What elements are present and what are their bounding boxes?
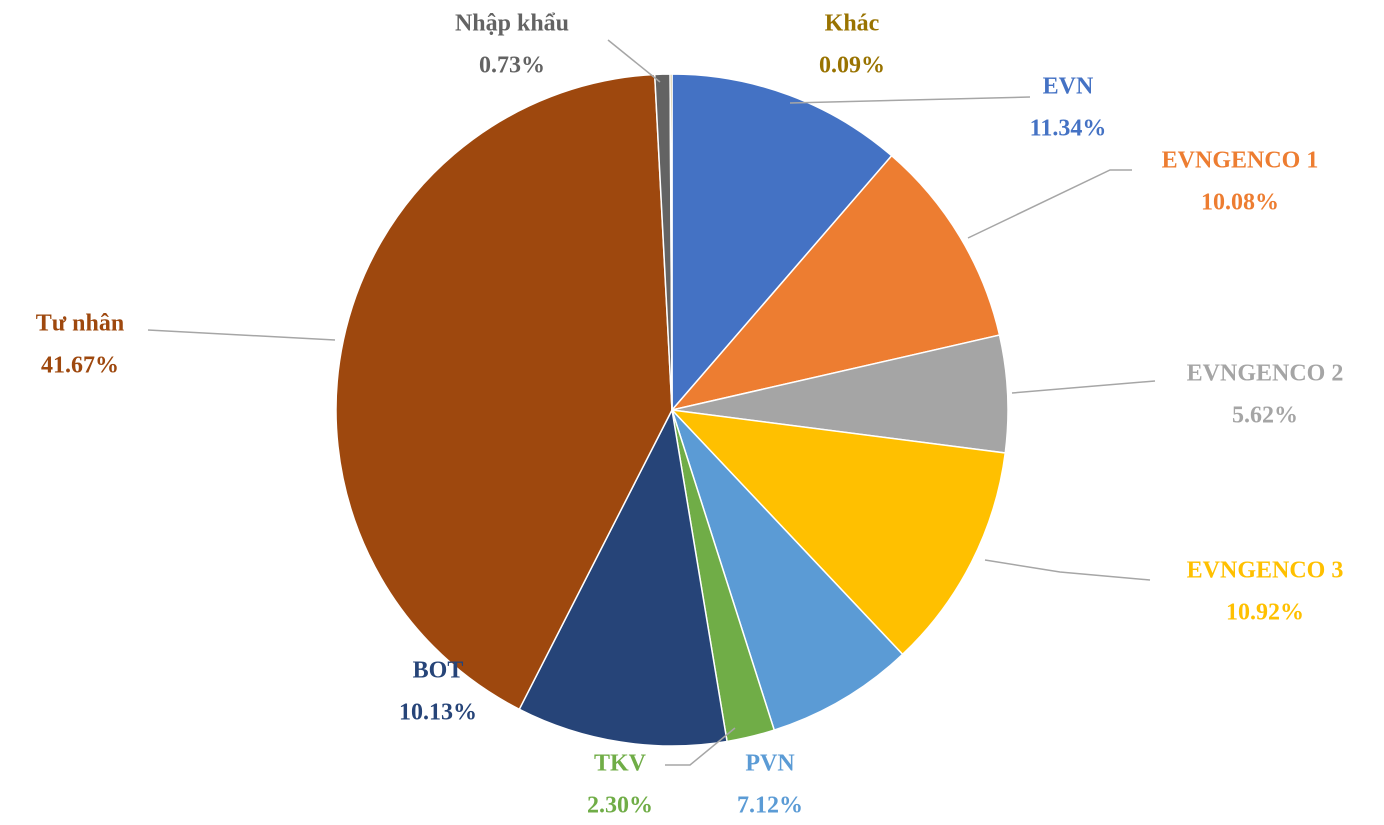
value-label: 41.67%	[41, 353, 119, 379]
value-label: 10.92%	[1226, 600, 1304, 626]
pie-slice	[670, 408, 1007, 656]
category-label: EVNGENCO 3	[1187, 558, 1344, 584]
category-label: PVN	[745, 751, 795, 777]
category-label: EVNGENCO 2	[1187, 361, 1344, 387]
value-label: 7.12%	[737, 793, 803, 819]
value-label: 5.62%	[1232, 403, 1298, 429]
value-label: 2.30%	[587, 793, 653, 819]
category-label: TKV	[594, 751, 647, 777]
leader-line	[147, 329, 336, 341]
leader-line	[665, 727, 736, 766]
value-label: 11.34%	[1030, 116, 1107, 142]
leader-line	[1011, 380, 1156, 394]
pie-slice	[671, 409, 904, 732]
category-label: EVNGENCO 1	[1162, 148, 1319, 174]
leader-line	[984, 559, 1151, 581]
leader-line	[967, 169, 1132, 239]
category-label: Tư nhân	[36, 311, 124, 337]
category-label: Nhập khẩu	[455, 11, 569, 37]
category-label: BOT	[413, 658, 464, 684]
leader-line	[789, 96, 1031, 104]
category-label: Khác	[825, 11, 880, 37]
pie-slice	[669, 73, 673, 411]
value-label: 0.09%	[819, 53, 885, 79]
pie-slice	[669, 154, 1001, 412]
category-label: EVN	[1043, 74, 1094, 100]
value-label: 0.73%	[479, 53, 545, 79]
pie-slice	[518, 407, 728, 747]
value-label: 10.13%	[399, 700, 477, 726]
pie-slice	[335, 73, 673, 711]
leader-line	[607, 39, 661, 83]
value-label: 10.08%	[1201, 190, 1279, 216]
pie-slice	[671, 73, 893, 413]
